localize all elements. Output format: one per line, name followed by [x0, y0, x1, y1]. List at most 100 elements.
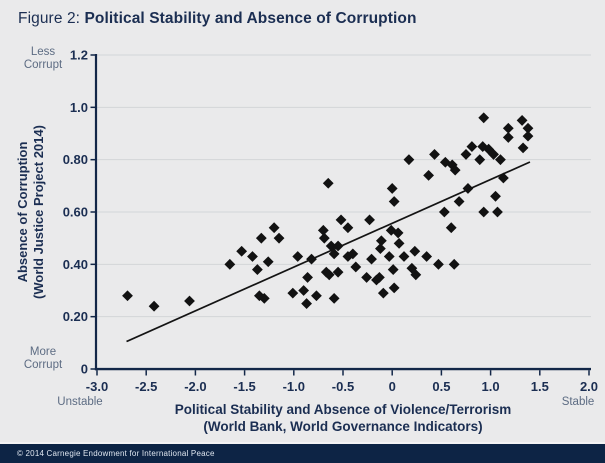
data-point-diamond	[522, 130, 534, 142]
y-tick-label: 0.80	[63, 152, 88, 167]
x-tick-label: -2.5	[135, 379, 157, 394]
y-axis-low-label: More Corrupt	[23, 346, 63, 371]
x-tick-label: -0.5	[332, 379, 354, 394]
data-point-diamond	[302, 272, 313, 283]
data-point-diamond	[433, 258, 444, 270]
data-point-diamond	[478, 206, 490, 218]
data-point-diamond	[438, 206, 450, 218]
data-point-diamond	[255, 232, 267, 244]
data-point-diamond	[335, 214, 347, 226]
data-point-diamond	[388, 282, 400, 294]
data-point-diamond	[287, 287, 299, 299]
figure-number: Figure 2:	[18, 10, 85, 27]
data-point-diamond	[502, 132, 514, 143]
data-point-diamond	[332, 240, 344, 252]
data-point-diamond	[374, 272, 385, 283]
data-point-diamond	[184, 295, 195, 307]
data-point-diamond	[366, 253, 377, 265]
data-point-diamond	[322, 177, 334, 189]
data-point-diamond	[439, 156, 451, 168]
x-tick-label: 1.0	[482, 379, 500, 394]
footer-divider	[0, 442, 605, 444]
x-tick-label: 0.5	[432, 379, 450, 394]
data-point-diamond	[364, 214, 375, 226]
data-point-diamond	[497, 172, 509, 184]
data-point-diamond	[429, 149, 440, 160]
data-point-diamond	[446, 159, 458, 171]
data-point-diamond	[273, 232, 285, 244]
data-point-diamond	[483, 143, 495, 155]
y-axis-title: Absence of Corruption (World Justice Pro…	[15, 125, 46, 299]
data-point-diamond	[445, 222, 457, 234]
x-tick-label: -1.5	[233, 379, 255, 394]
data-point-diamond	[258, 292, 270, 304]
data-point-diamond	[403, 154, 415, 166]
data-point-diamond	[410, 269, 422, 281]
data-point-diamond	[516, 115, 528, 126]
data-point-diamond	[311, 290, 322, 302]
x-tick-label: 0	[389, 379, 396, 394]
x-axis-high-label: Stable	[561, 396, 595, 408]
data-point-diamond	[328, 292, 340, 304]
y-tick-label: 0.20	[63, 309, 88, 324]
data-point-diamond	[448, 258, 460, 270]
y-tick-label: 0	[81, 362, 88, 377]
data-point-diamond	[332, 266, 344, 278]
data-point-diamond	[462, 183, 474, 194]
figure-title-text: Political Stability and Absence of Corru…	[84, 10, 417, 27]
data-point-diamond	[522, 122, 534, 134]
data-point-diamond	[361, 272, 373, 283]
data-point-diamond	[502, 122, 514, 134]
data-point-diamond	[377, 287, 389, 299]
data-point-diamond	[253, 290, 265, 302]
data-point-diamond	[328, 248, 340, 260]
data-point-diamond	[392, 227, 404, 239]
x-tick-label: -2.0	[184, 379, 206, 394]
data-point-diamond	[453, 196, 465, 207]
figure-title: Figure 2: Political Stability and Absenc…	[18, 10, 417, 28]
data-point-diamond	[301, 298, 312, 309]
trend-line	[126, 161, 531, 343]
data-point-diamond	[388, 196, 400, 207]
data-point-diamond	[122, 290, 133, 302]
data-point-diamond	[492, 206, 503, 218]
data-point-diamond	[251, 264, 263, 275]
data-point-diamond	[385, 224, 397, 236]
data-point-diamond	[474, 154, 486, 166]
data-point-diamond	[298, 285, 310, 296]
x-tick-label: 2.0	[580, 379, 598, 394]
data-point-diamond	[409, 245, 421, 257]
data-point-diamond	[247, 251, 258, 262]
data-point-diamond	[306, 253, 317, 265]
y-tick-label: 1.0	[70, 100, 88, 115]
data-point-diamond	[517, 142, 529, 154]
data-point-diamond	[449, 164, 461, 176]
data-point-diamond	[383, 251, 395, 262]
data-point-diamond	[350, 261, 362, 273]
data-point-diamond	[466, 141, 478, 152]
data-point-diamond	[317, 224, 329, 236]
footer-bar: © 2014 Carnegie Endowment for Internatio…	[0, 444, 605, 463]
data-point-diamond	[398, 251, 410, 262]
x-axis-title: Political Stability and Absence of Viole…	[174, 402, 512, 434]
data-point-diamond	[386, 183, 398, 194]
data-point-diamond	[347, 248, 359, 260]
y-tick-label: 0.40	[63, 257, 88, 272]
data-point-diamond	[224, 258, 236, 270]
data-point-diamond	[421, 251, 433, 262]
data-point-diamond	[325, 240, 337, 252]
x-axis-low-label: Unstable	[57, 396, 103, 408]
data-point-diamond	[488, 149, 499, 160]
data-point-diamond	[371, 274, 382, 286]
x-tick-label: -1.0	[283, 379, 305, 394]
data-point-diamond	[490, 190, 501, 202]
data-point-diamond	[148, 300, 160, 312]
copyright-text: © 2014 Carnegie Endowment for Internatio…	[17, 449, 215, 458]
x-tick-label: -3.0	[86, 379, 108, 394]
y-axis-high-label: Less Corrupt	[23, 46, 63, 71]
data-point-diamond	[393, 238, 405, 249]
data-point-diamond	[423, 169, 435, 181]
data-point-diamond	[374, 243, 386, 255]
